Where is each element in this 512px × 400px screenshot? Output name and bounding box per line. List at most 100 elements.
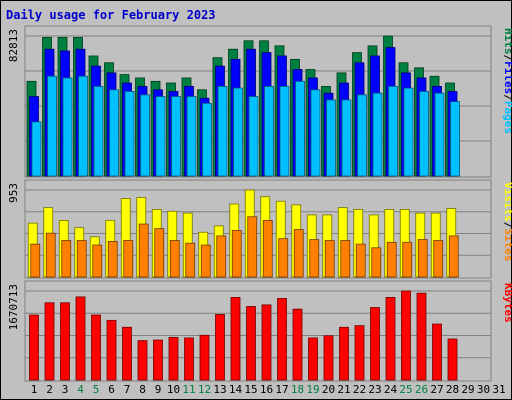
bar-kbytes	[323, 335, 334, 381]
bar-sites	[340, 240, 351, 278]
x-tick-label: 22	[353, 383, 366, 396]
bar-kbytes	[44, 302, 55, 381]
bar-pages	[434, 92, 445, 177]
legend: Visits/Sites	[502, 182, 512, 262]
legend-entry: Files	[502, 61, 512, 94]
bar-sites	[92, 244, 103, 278]
legend-entry: /	[502, 55, 512, 62]
bar-pages	[78, 75, 88, 177]
bar-kbytes	[447, 338, 458, 381]
x-tick-label: 10	[167, 383, 180, 396]
bar-pages	[217, 86, 228, 177]
x-tick-label: 13	[213, 383, 226, 396]
bar-pages	[171, 96, 181, 177]
bar-kbytes	[277, 298, 287, 381]
legend: KBytes	[502, 283, 512, 323]
bar-pages	[93, 86, 104, 177]
x-tick-label: 2	[46, 383, 53, 396]
plot-area	[24, 280, 492, 382]
x-tick-label: 7	[124, 383, 131, 396]
bar-sites	[123, 240, 134, 278]
bar-sites	[278, 238, 289, 278]
bar-kbytes	[230, 297, 241, 381]
bar-sites	[169, 240, 180, 278]
bar-pages	[341, 99, 352, 177]
bar-sites	[293, 229, 304, 278]
x-tick-label: 6	[108, 383, 115, 396]
bar-pages	[310, 89, 321, 177]
x-tick-label: 23	[368, 383, 381, 396]
plot-area	[24, 179, 492, 279]
legend-entry: /	[502, 222, 512, 229]
bar-sites	[371, 247, 382, 278]
bar-kbytes	[168, 336, 179, 381]
bar-sites	[417, 239, 428, 278]
bar-sites	[309, 239, 320, 278]
bar-pages	[31, 121, 42, 177]
bar-kbytes	[60, 302, 70, 381]
bar-sites	[76, 240, 87, 278]
legend-entry: Sites	[502, 228, 512, 261]
bar-sites	[185, 242, 196, 278]
bar-sites	[355, 243, 366, 278]
bar-kbytes	[308, 337, 318, 381]
x-tick-label: 11	[182, 383, 195, 396]
bar-kbytes	[106, 319, 117, 381]
bar-kbytes	[153, 339, 163, 381]
bar-kbytes	[292, 308, 303, 381]
x-tick-label: 1	[31, 383, 38, 396]
x-tick-label: 12	[198, 383, 211, 396]
bar-sites	[216, 235, 227, 278]
x-tick-label: 16	[260, 383, 273, 396]
legend-entry: /	[502, 94, 512, 101]
x-tick-label: 14	[229, 383, 243, 396]
bar-kbytes	[401, 290, 411, 381]
x-tick-label: 31	[492, 383, 505, 396]
bar-pages	[326, 99, 336, 177]
bar-sites	[433, 240, 444, 278]
bar-sites	[448, 235, 459, 278]
bar-kbytes	[137, 340, 148, 381]
x-tick-label: 15	[244, 383, 257, 396]
bar-pages	[109, 89, 119, 177]
bar-pages	[279, 86, 290, 177]
bar-kbytes	[385, 297, 396, 381]
bar-sites	[386, 241, 397, 278]
bar-kbytes	[339, 326, 349, 381]
bar-kbytes	[199, 334, 210, 381]
x-tick-label: 5	[93, 383, 100, 396]
bar-sites	[61, 240, 72, 278]
x-tick-label: 21	[337, 383, 350, 396]
bar-pages	[186, 96, 197, 177]
bar-kbytes	[432, 323, 442, 381]
axis-max-label: 953	[7, 183, 20, 203]
legend-entry: Pages	[502, 101, 512, 134]
bar-pages	[450, 101, 460, 177]
bar-sites	[138, 223, 149, 278]
bar-kbytes	[91, 314, 101, 381]
bar-pages	[233, 87, 243, 177]
x-tick-label: 30	[477, 383, 490, 396]
bar-kbytes	[261, 304, 272, 381]
x-tick-label: 17	[275, 383, 288, 396]
x-tick-label: 26	[415, 383, 428, 396]
x-tick-label: 3	[62, 383, 69, 396]
bar-sites	[154, 228, 165, 278]
bar-sites	[247, 216, 258, 278]
bar-sites	[324, 240, 335, 278]
bar-pages	[140, 94, 150, 177]
bar-kbytes	[354, 325, 365, 381]
bar-pages	[295, 80, 305, 177]
bar-pages	[202, 102, 212, 177]
bar-pages	[372, 92, 383, 177]
bar-kbytes	[215, 314, 225, 381]
bar-pages	[264, 86, 274, 177]
panel-bottom: 1670713 KBytes	[7, 280, 512, 382]
bar-pages	[248, 96, 259, 177]
axis-max-label: 82813	[7, 29, 20, 62]
bar-sites	[231, 230, 242, 278]
bar-pages	[155, 96, 166, 177]
legend-entry: Visits	[502, 182, 512, 222]
